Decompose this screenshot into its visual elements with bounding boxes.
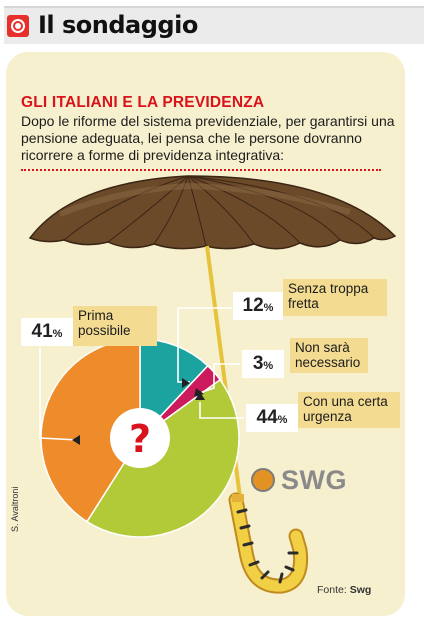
question-mark-icon: ? — [129, 417, 151, 461]
slice-label-prima-possibile: Prima possibile — [73, 306, 157, 346]
pie-center — [110, 408, 170, 468]
pie-chart — [40, 338, 240, 538]
dotted-divider — [21, 169, 381, 171]
poll-title: GLI ITALIANI E LA PREVIDENZA — [21, 94, 265, 111]
slice-label-senza-troppa-fretta: Senza troppa fretta — [283, 279, 387, 316]
section-title: Il sondaggio — [38, 11, 198, 39]
illustrator-credit: S. Avaltroni — [10, 486, 20, 532]
target-icon — [7, 15, 29, 37]
pie-slice-con-una-certa-urgenza — [85, 378, 240, 538]
slice-value-con-una-certa-urgenza: 44% — [246, 404, 298, 432]
source-note: Fonte: Swg — [317, 584, 371, 596]
slice-value-non-sara-necessario: 3% — [242, 350, 284, 378]
section-header: Il sondaggio — [4, 6, 424, 44]
umbrella-canopy-illustration — [28, 175, 397, 250]
swg-logo-icon — [251, 468, 275, 492]
source-value: Swg — [349, 584, 372, 596]
slice-label-con-una-certa-urgenza: Con una certa urgenza — [298, 392, 400, 428]
slice-value-prima-possibile: 41% — [21, 318, 73, 346]
swg-logo-text: SWG — [281, 465, 347, 495]
slice-value-senza-troppa-fretta: 12% — [233, 292, 283, 320]
source-label: Fonte: — [317, 584, 347, 596]
slice-label-non-sara-necessario: Non sarà necessario — [290, 338, 368, 373]
poll-question: Dopo le riforme del sistema previdenzial… — [21, 113, 395, 163]
leader-arrows — [72, 378, 205, 445]
umbrella-handle-illustration — [205, 245, 309, 594]
